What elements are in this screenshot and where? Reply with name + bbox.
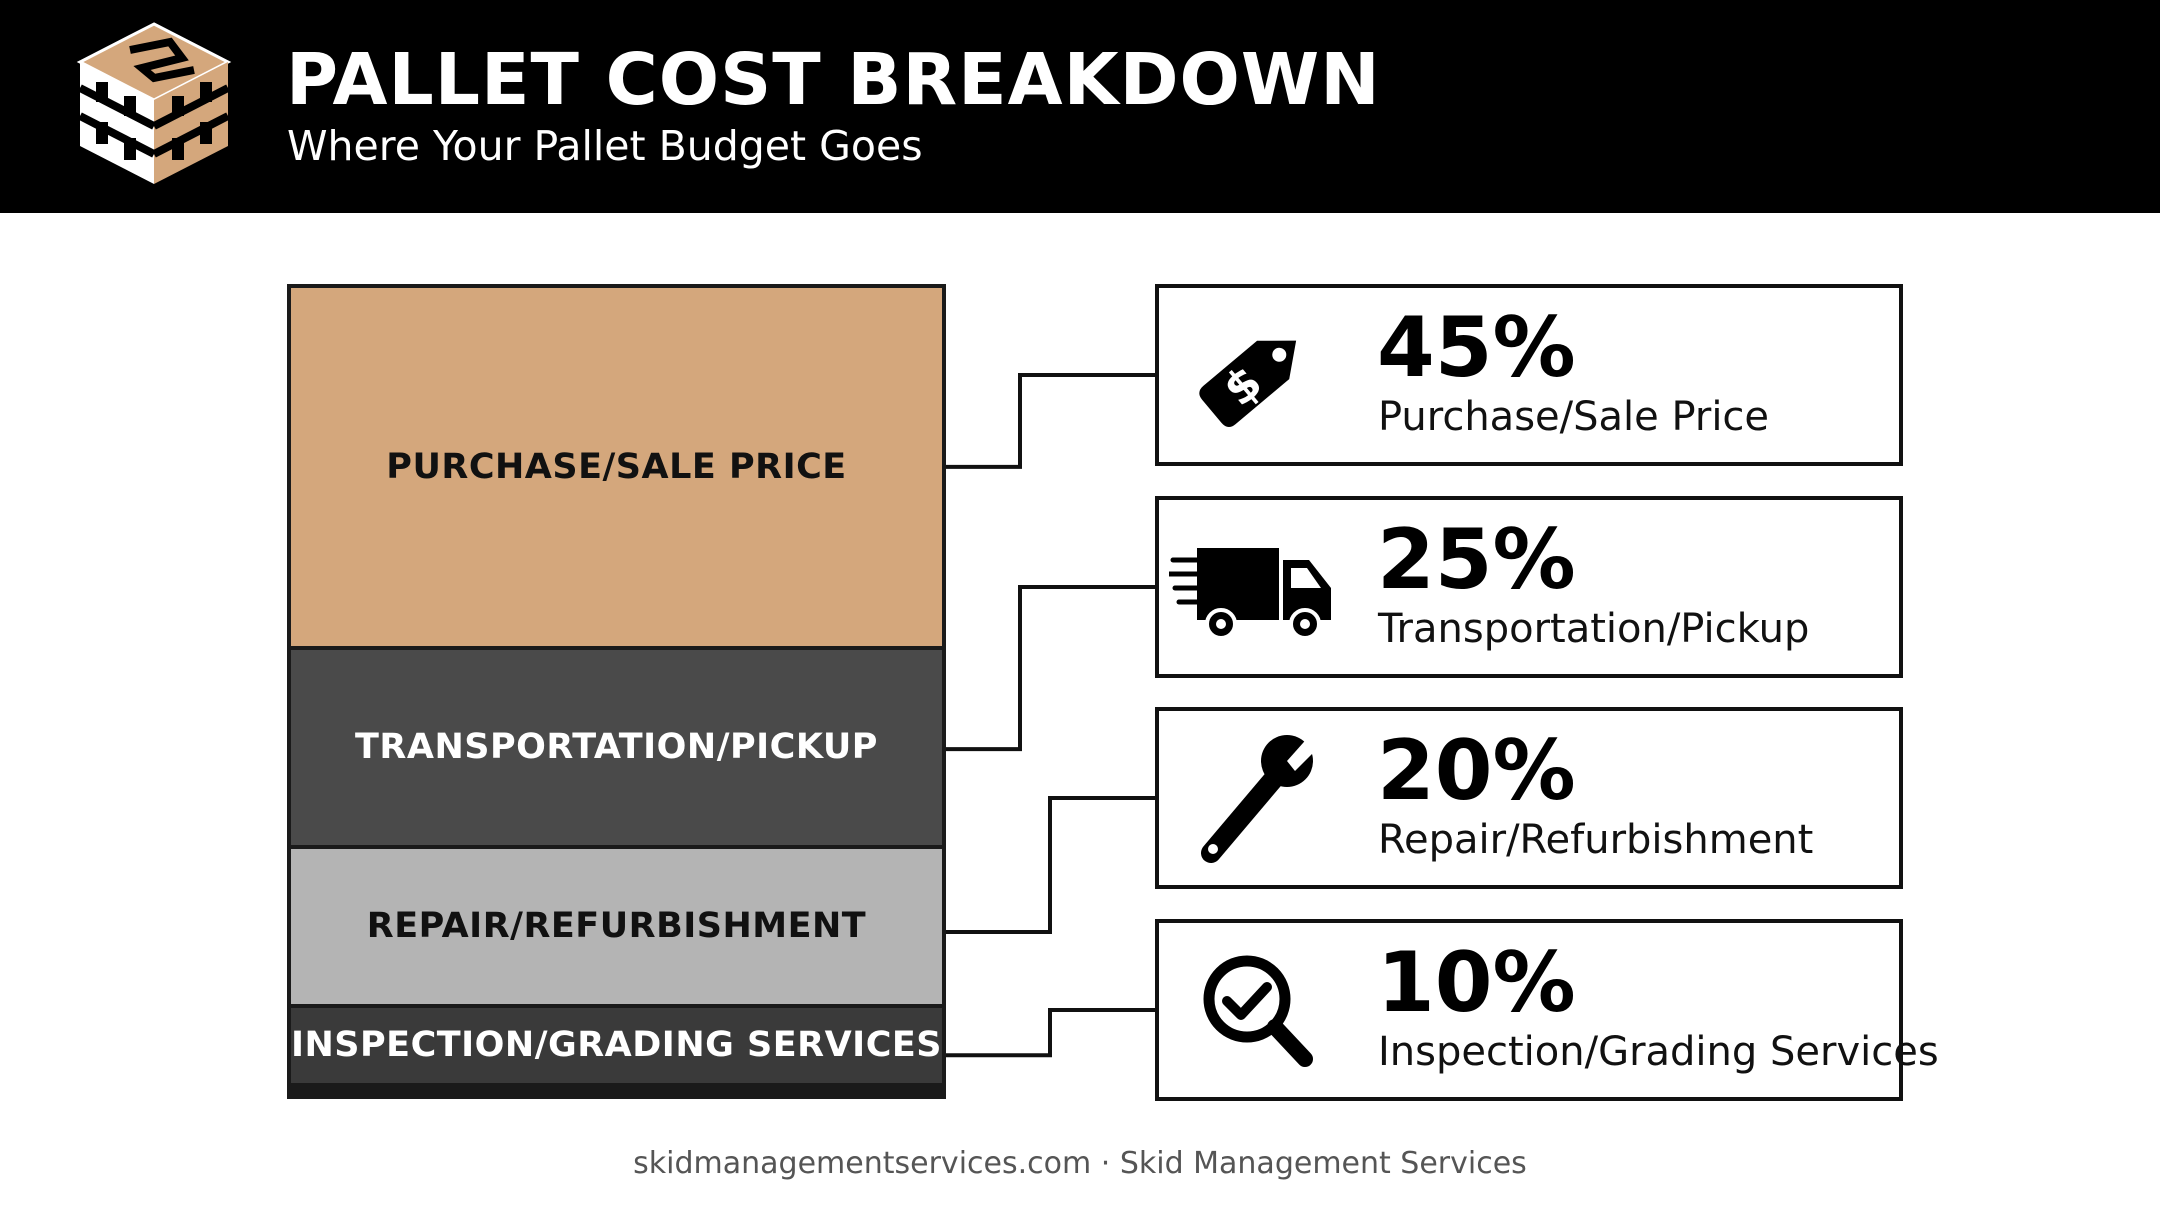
magnifier-check-icon <box>1203 955 1313 1067</box>
segment-label-purchase: PURCHASE/SALE PRICE <box>386 446 847 487</box>
card-label: Repair/Refurbishment <box>1378 817 1814 863</box>
card-label: Purchase/Sale Price <box>1378 394 1770 440</box>
segment-transportation: TRANSPORTATION/PICKUP <box>291 645 942 845</box>
card-percent: 10% <box>1377 934 1576 1031</box>
card-repair: 20% Repair/Refurbishment <box>1155 707 1903 889</box>
connector-line <box>946 796 1155 934</box>
segment-label-transportation: TRANSPORTATION/PICKUP <box>355 727 878 768</box>
card-transportation: 25% Transportation/Pickup <box>1155 496 1903 678</box>
segment-repair: REPAIR/REFURBISHMENT <box>291 844 942 1004</box>
footer-text: skidmanagementservices.com · Skid Manage… <box>633 1146 1527 1181</box>
card-percent: 25% <box>1377 511 1576 608</box>
segment-purchase: PURCHASE/SALE PRICE <box>291 288 942 646</box>
card-label: Inspection/Grading Services <box>1378 1029 1939 1075</box>
price-tag-icon: $ <box>1199 340 1297 427</box>
card-purchase: $ 45% Purchase/Sale Price <box>1155 284 1903 466</box>
connector-line <box>946 1008 1155 1058</box>
card-percent: 45% <box>1377 299 1576 396</box>
segment-label-inspection: INSPECTION/GRADING SERVICES <box>291 1025 942 1066</box>
connector-line <box>946 585 1155 752</box>
segment-label-repair: REPAIR/REFURBISHMENT <box>366 906 867 946</box>
page-subtitle: Where Your Pallet Budget Goes <box>287 122 923 170</box>
header-bar: PALLET COST BREAKDOWN Where Your Pallet … <box>0 0 2160 213</box>
wrench-icon <box>1201 729 1327 863</box>
stacked-bar: PURCHASE/SALE PRICE TRANSPORTATION/PICKU… <box>287 284 946 1099</box>
truck-icon <box>1169 548 1331 640</box>
card-inspection: 10% Inspection/Grading Services <box>1155 919 1939 1101</box>
page-title: PALLET COST BREAKDOWN <box>286 38 1381 121</box>
pallet-logo-icon <box>76 22 232 184</box>
segment-inspection: INSPECTION/GRADING SERVICES <box>291 1003 942 1083</box>
card-label: Transportation/Pickup <box>1378 606 1810 652</box>
connector-line <box>946 373 1155 469</box>
card-percent: 20% <box>1377 722 1576 819</box>
